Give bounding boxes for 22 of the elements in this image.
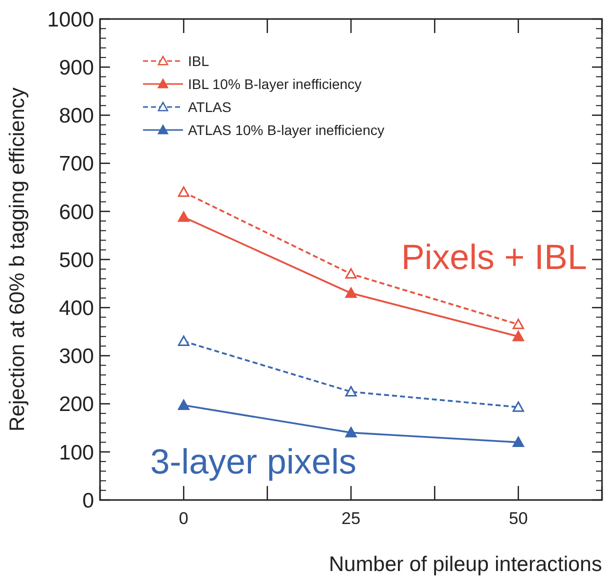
y-tick-label: 900: [58, 56, 94, 80]
y-tick-label: 400: [58, 296, 94, 320]
y-tick-label: 600: [58, 200, 94, 224]
annotation: 3-layer pixels: [150, 442, 356, 482]
annotation: Pixels + IBL: [401, 238, 587, 278]
y-tick-label: 800: [58, 104, 94, 128]
x-axis-title: Number of pileup interactions: [328, 553, 602, 576]
legend-label: IBL 10% B-layer inefficiency: [188, 76, 362, 92]
x-tick-label: 25: [342, 509, 360, 528]
y-tick-label: 300: [58, 345, 94, 368]
y-axis-title: Rejection at 60% b tagging efficiency: [6, 87, 29, 432]
y-tick-label: 500: [58, 248, 94, 272]
x-tick-label: 0: [178, 509, 188, 528]
x-tick-label: 50: [508, 509, 528, 528]
y-tick-label: 200: [58, 393, 94, 416]
legend-label: IBL: [188, 52, 210, 69]
legend-label: ATLAS 10% B-layer inefficiency: [188, 122, 384, 138]
y-tick-label: 100: [58, 441, 94, 464]
y-tick-label: 1000: [47, 8, 94, 32]
legend-label: ATLAS: [188, 98, 232, 115]
y-tick-label: 700: [58, 152, 94, 176]
y-tick-label: 0: [82, 489, 94, 512]
